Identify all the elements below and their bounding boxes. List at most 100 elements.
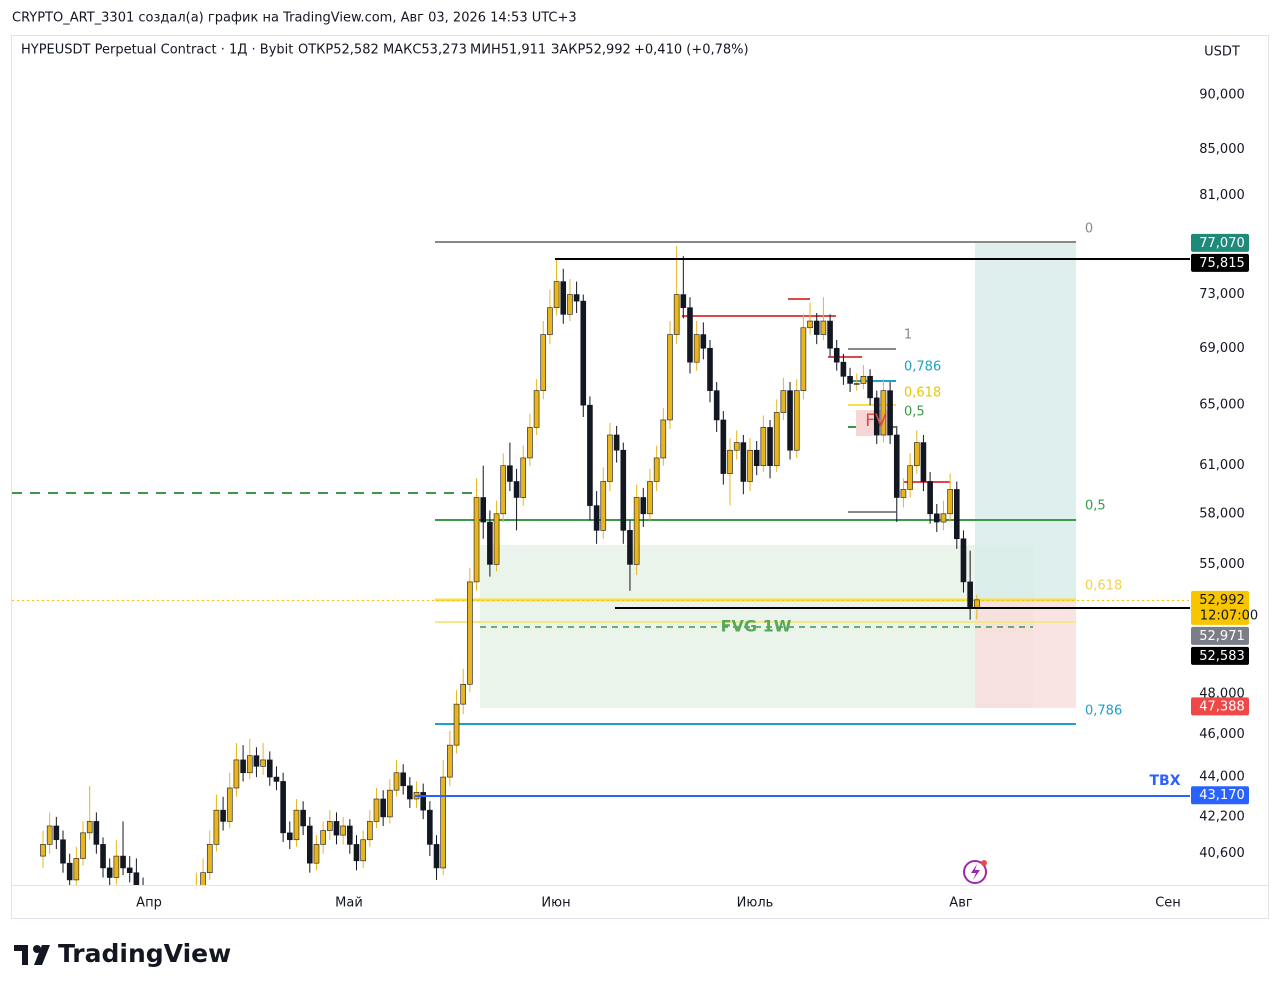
x-tick-label: Май xyxy=(335,896,363,911)
candle-body xyxy=(887,390,893,436)
candle-body xyxy=(927,481,933,515)
candle-body xyxy=(527,427,533,459)
ohlc-low: МИН51,911 xyxy=(470,43,546,58)
candle-body xyxy=(226,787,233,822)
candle-body xyxy=(873,397,880,436)
candle-body xyxy=(900,489,907,498)
candle-body xyxy=(340,825,346,836)
alert-circle[interactable] xyxy=(963,860,987,884)
fib-label: 0,786 xyxy=(904,360,941,375)
price-badge-label: 52,992 xyxy=(1199,593,1245,608)
candle-body xyxy=(206,844,213,874)
candle-body xyxy=(800,327,807,391)
candle-body xyxy=(327,821,333,831)
price-badge xyxy=(1191,590,1249,625)
y-tick-label: 40,600 xyxy=(1199,846,1245,861)
candle-body xyxy=(600,481,607,531)
candle-body xyxy=(967,581,973,608)
candle-body xyxy=(573,294,580,302)
overlay-lines xyxy=(415,258,1190,797)
tbx-label: TBX xyxy=(1149,773,1180,789)
price-badge xyxy=(1191,697,1249,716)
alert-bolt[interactable] xyxy=(971,864,980,880)
candle-body xyxy=(420,792,426,811)
logo-dot xyxy=(33,945,41,953)
candle-body xyxy=(840,361,847,377)
candle-body xyxy=(647,481,653,515)
y-tick-label: 65,000 xyxy=(1199,398,1245,413)
candle-body xyxy=(940,513,947,523)
y-tick-label: 46,000 xyxy=(1199,727,1245,742)
candle-body xyxy=(627,530,633,565)
alert-icon[interactable] xyxy=(963,860,987,884)
candle-body xyxy=(266,759,273,778)
ohlc-open: ОТКР52,582 xyxy=(298,43,379,58)
x-tick-label: Апр xyxy=(136,896,162,911)
candle-body xyxy=(46,825,53,845)
y-tick-label: 69,000 xyxy=(1199,341,1245,356)
candle-body xyxy=(820,320,827,335)
logo-mark xyxy=(14,945,37,965)
candle-body xyxy=(387,789,393,818)
candle-body xyxy=(93,821,100,845)
candle-body xyxy=(513,481,520,498)
price-badge xyxy=(1191,253,1249,272)
candle-body xyxy=(773,412,780,467)
candle-body xyxy=(367,821,373,841)
candle-body xyxy=(480,497,487,523)
candle-body xyxy=(293,809,300,841)
candle-body xyxy=(753,449,760,467)
candle-body xyxy=(40,844,46,857)
candle-body xyxy=(780,390,787,413)
fib-label: 0,5 xyxy=(1085,499,1106,514)
candle-body xyxy=(473,497,480,583)
candle-body xyxy=(194,892,199,904)
candle-body xyxy=(360,839,366,862)
candle-body xyxy=(807,320,813,329)
candle-body xyxy=(633,497,640,565)
candle-body xyxy=(220,809,226,822)
y-tick-label: 90,000 xyxy=(1199,88,1245,103)
candle-body xyxy=(400,772,406,787)
candle-body xyxy=(540,334,547,391)
candle-body xyxy=(306,825,313,864)
fib-label: 0,618 xyxy=(1085,579,1122,594)
candle-body xyxy=(593,505,600,531)
logo-slash xyxy=(34,945,50,965)
candle-body xyxy=(393,772,400,791)
candle-body xyxy=(460,683,467,705)
candle-body xyxy=(700,334,707,349)
candle-body xyxy=(280,781,286,834)
candle-body xyxy=(913,442,920,467)
candle-body xyxy=(580,300,587,406)
candle-body xyxy=(933,513,940,523)
price-badge-label: 77,070 xyxy=(1199,236,1245,251)
alert-dot[interactable] xyxy=(981,860,987,866)
candle-body xyxy=(493,513,500,565)
candle-body xyxy=(833,347,840,363)
candle-body xyxy=(880,390,887,436)
candle-body xyxy=(660,419,667,459)
candle-body xyxy=(80,832,86,859)
candle-body xyxy=(813,320,820,335)
candle-body xyxy=(733,442,740,451)
candle-body xyxy=(640,497,647,515)
candle-body xyxy=(66,862,73,881)
candle-body xyxy=(707,347,713,391)
candle-body xyxy=(673,294,680,335)
candle-body xyxy=(60,839,66,864)
y-tick-label: 58,000 xyxy=(1199,506,1245,521)
ohlc-high: МАКС53,273 xyxy=(383,43,467,58)
candle-body xyxy=(713,390,720,421)
candle-body xyxy=(793,390,800,451)
candle-body xyxy=(300,809,306,827)
candle-body xyxy=(827,320,833,349)
fib-label: 1 xyxy=(904,328,912,343)
x-tick-label: Авг xyxy=(949,896,973,911)
candle-body xyxy=(407,785,413,800)
candle-body xyxy=(380,798,386,818)
candle-body xyxy=(553,281,560,309)
price-badge xyxy=(1191,786,1249,805)
price-badge-label: 75,815 xyxy=(1199,256,1245,271)
attribution: CRYPTO_ART_3301 создал(а) график на Trad… xyxy=(12,11,577,26)
